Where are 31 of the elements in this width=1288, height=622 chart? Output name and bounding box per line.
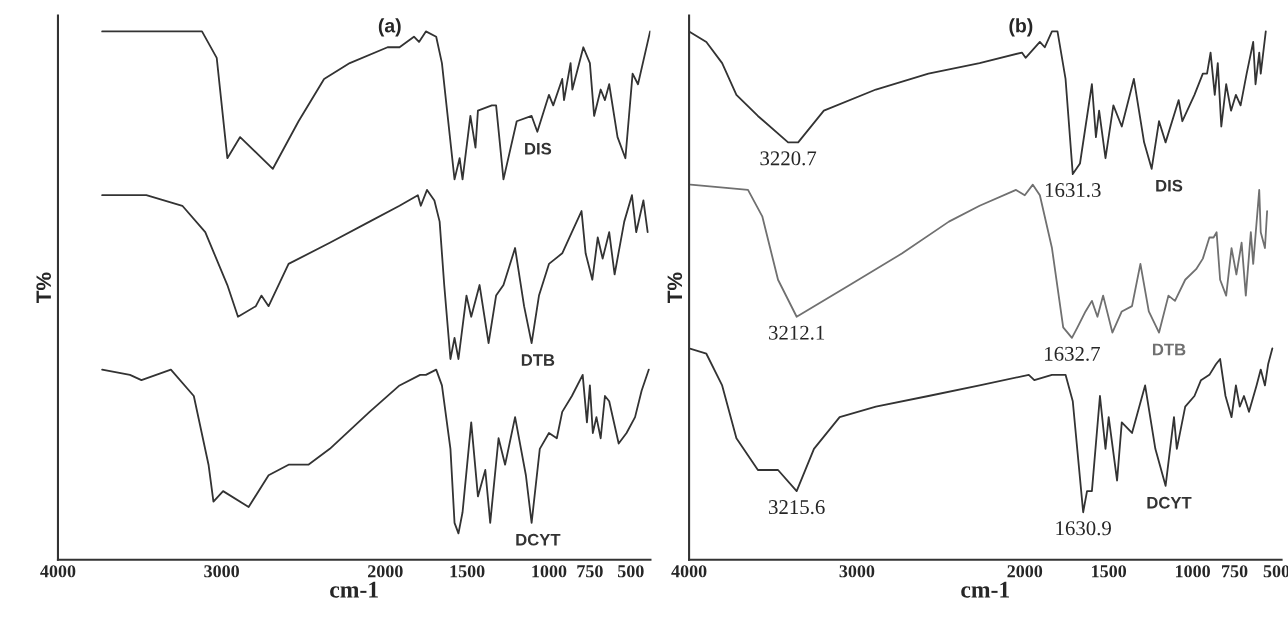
annotation: 3215.6 [769, 500, 825, 515]
x-tick-label: 4000 [671, 565, 707, 578]
x-tick-label: 1000 [532, 565, 567, 578]
series-label: DCYT [1147, 496, 1192, 509]
x-tick-label: 2000 [368, 565, 403, 578]
annotation: 1631.3 [1045, 183, 1101, 198]
annotation: 1632.7 [1045, 346, 1100, 361]
series-label: DTB [521, 354, 555, 366]
series-label: DCYT [516, 533, 561, 546]
annotation: 3212.1 [769, 325, 825, 340]
series-label: DIS [525, 142, 552, 155]
x-tick-label: 750 [577, 565, 603, 578]
series-label: DTB [1152, 343, 1186, 356]
chart-title: (a) [378, 18, 401, 37]
annotation: 1630.9 [1056, 521, 1111, 536]
x-tick-label: 500 [617, 565, 644, 578]
x-tick-label: 4000 [40, 565, 76, 578]
annotation: 3220.7 [760, 151, 817, 166]
y-axis-title: T% [667, 272, 683, 304]
x-axis-title: cm-1 [961, 581, 1010, 598]
series-label: DIS [1156, 179, 1183, 192]
y-axis-title: T% [36, 272, 52, 304]
chart-title: (b) [1009, 18, 1033, 37]
x-tick-label: 750 [1222, 565, 1248, 578]
x-tick-label: 3000 [839, 565, 875, 578]
x-tick-label: 1500 [1092, 565, 1127, 578]
x-tick-label: 2000 [1007, 565, 1043, 578]
x-axis-title: cm-1 [330, 581, 378, 598]
x-tick-label: 1000 [1176, 565, 1210, 578]
x-tick-label: 3000 [204, 565, 239, 578]
x-tick-label: 1500 [450, 565, 485, 578]
